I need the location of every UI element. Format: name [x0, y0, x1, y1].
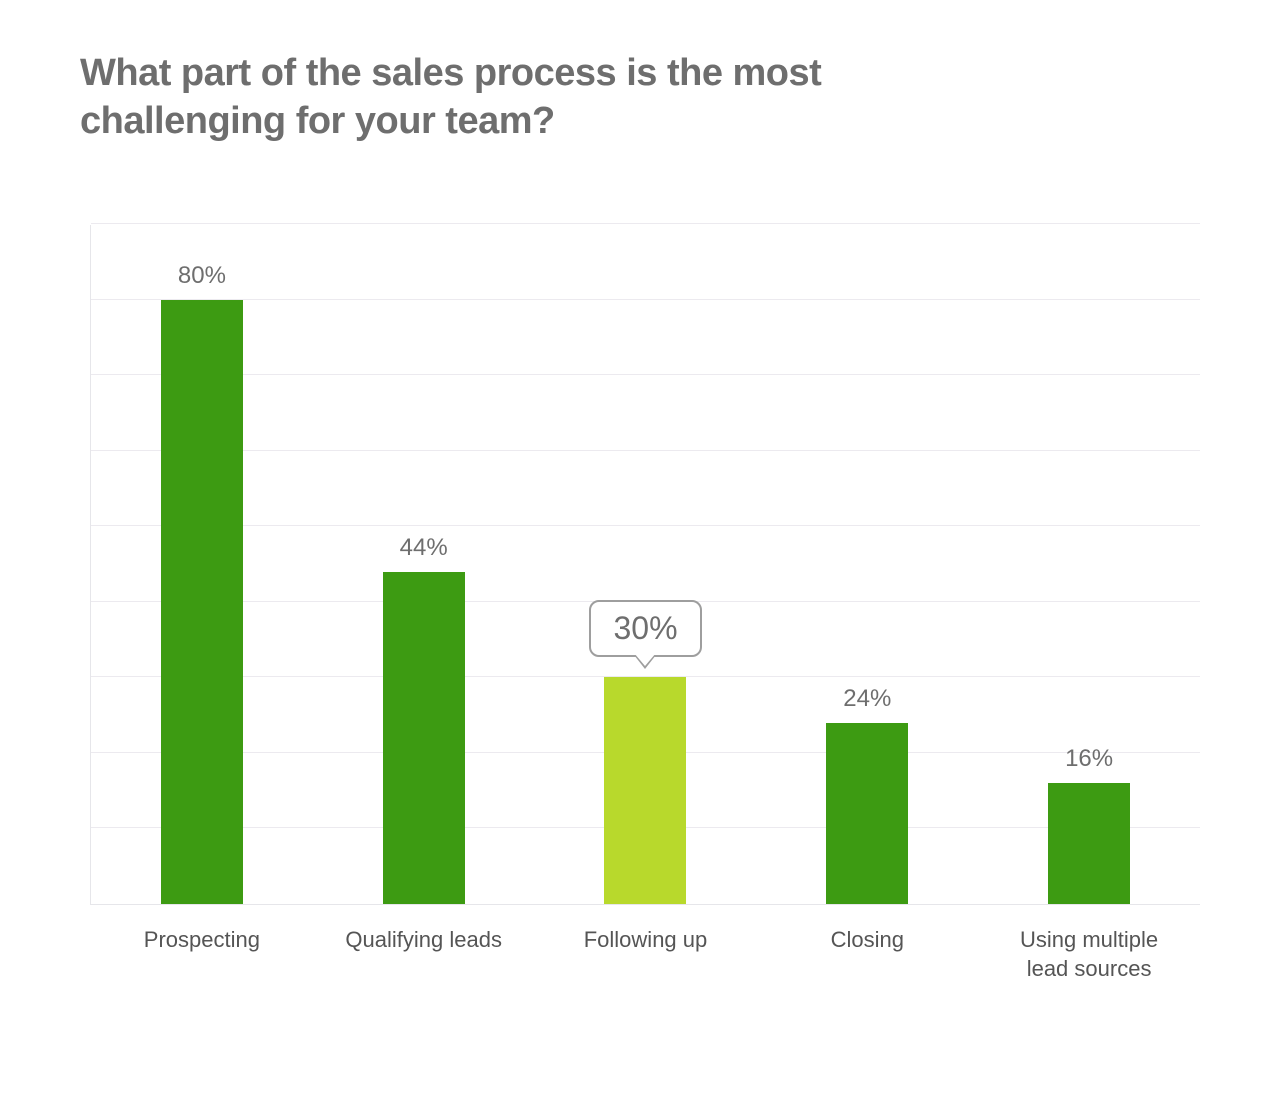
bar	[826, 723, 908, 904]
x-axis-label: Qualifying leads	[313, 926, 535, 983]
bar-column: 30%	[535, 225, 757, 904]
x-axis-labels: ProspectingQualifying leadsFollowing upC…	[91, 926, 1200, 983]
bar	[604, 677, 686, 904]
bar-column: 44%	[313, 225, 535, 904]
bar-column: 24%	[756, 225, 978, 904]
value-label: 44%	[400, 534, 448, 562]
x-axis-label: Using multiplelead sources	[978, 926, 1200, 983]
x-axis-label: Prospecting	[91, 926, 313, 983]
x-axis-label: Closing	[756, 926, 978, 983]
chart-title: What part of the sales process is the mo…	[80, 50, 900, 145]
chart-wrapper: 80%44%30%24%16% ProspectingQualifying le…	[90, 225, 1200, 905]
value-label: 16%	[1065, 745, 1113, 773]
bar	[1048, 783, 1130, 904]
value-tooltip: 30%	[589, 600, 701, 657]
value-label: 80%	[178, 262, 226, 290]
plot-area: 80%44%30%24%16% ProspectingQualifying le…	[90, 225, 1200, 905]
value-label: 24%	[843, 685, 891, 713]
bars-row: 80% 44% 30% 24% 16%	[91, 225, 1200, 904]
bar	[383, 572, 465, 904]
bar-column: 16%	[978, 225, 1200, 904]
gridline	[91, 223, 1200, 224]
chart-container: What part of the sales process is the mo…	[0, 0, 1280, 1109]
bar	[161, 300, 243, 904]
bar-column: 80%	[91, 225, 313, 904]
x-axis-label: Following up	[535, 926, 757, 983]
